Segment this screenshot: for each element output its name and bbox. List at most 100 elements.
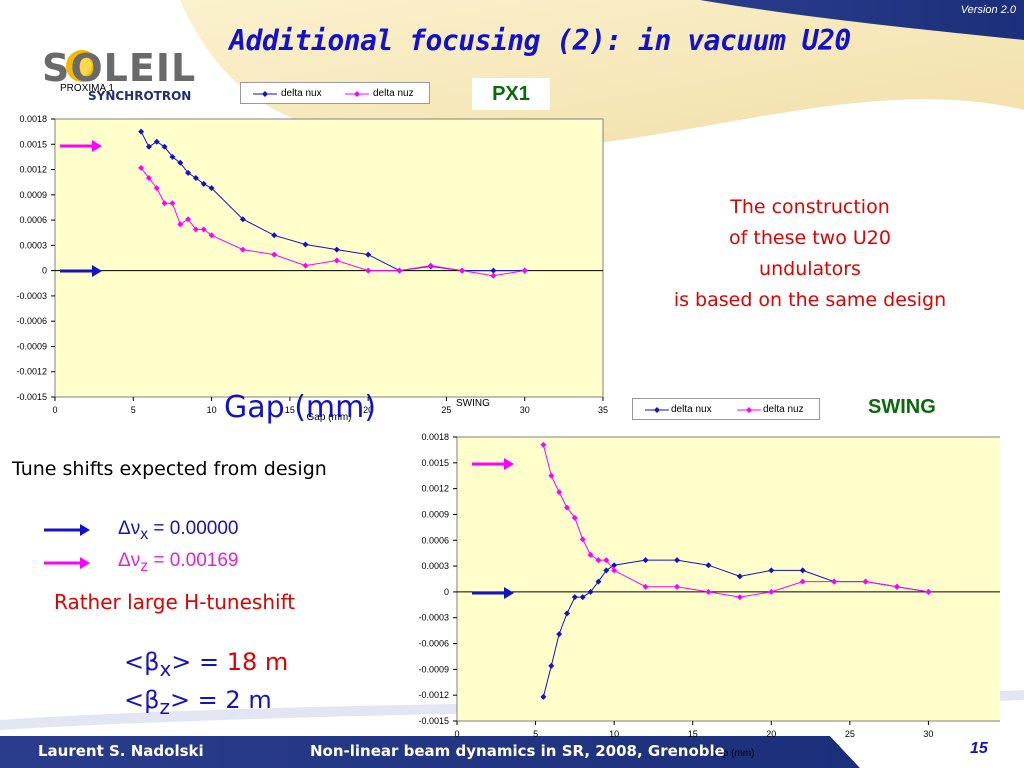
data-point [208,232,215,239]
data-point [564,610,570,617]
data-point [556,489,563,496]
data-point [153,138,160,145]
nuz-sub: z [140,557,149,575]
note-line-1: The construction [730,196,890,218]
x-tick-label: 15 [688,729,698,739]
data-point [540,441,547,448]
version-label: Version 2.0 [960,4,1016,16]
data-point [271,251,278,258]
data-point [396,267,403,274]
data-point [925,588,932,595]
data-point [603,567,610,574]
y-tick-label: 0.0006 [19,215,47,225]
data-point [490,272,497,279]
swing-nux-arrow [472,587,514,599]
x-tick-label: 25 [845,729,855,739]
data-point [548,472,555,479]
data-point [564,504,570,511]
data-point [192,174,199,181]
y-tick-label: -0.0012 [16,367,47,377]
nux-sub: x [140,525,149,543]
data-point [894,583,900,590]
data-point [548,662,555,669]
data-point [579,536,586,543]
px1-legend: delta nux delta nuz [240,82,430,104]
plot-area [54,118,604,398]
data-point [333,257,340,264]
nux-formula: Δνx = 0.00000 [118,518,238,544]
swing-legend-nuz: delta nuz [763,404,804,415]
y-tick-label: -0.0009 [418,664,449,674]
swing-nuz-arrow [472,458,514,470]
px1-legend-nuz: delta nuz [373,88,414,99]
data-point [736,573,743,580]
slide-title: Additional focusing (2): in vacuum U20 [229,24,851,57]
data-point [521,267,528,274]
data-point [587,551,594,558]
x-tick-label: 5 [533,729,538,739]
px1-label: PX1 [472,78,550,110]
y-tick-label: -0.0006 [418,639,449,649]
y-tick-label: -0.0015 [418,716,449,726]
data-point [153,185,160,192]
logo-text: SOLEIL [42,46,197,90]
x-tick-label: 35 [598,405,608,415]
data-point [799,578,806,585]
footer-title: Non-linear beam dynamics in SR, 2008, Gr… [310,742,725,760]
y-tick-label: 0.0009 [19,190,47,200]
data-point [271,232,278,239]
soleil-logo [66,50,98,82]
data-point [192,226,199,233]
data-point [595,557,602,564]
data-point [768,567,775,574]
y-tick-label: -0.0012 [418,690,449,700]
beta-z-sub: z [159,694,170,719]
data-point [831,578,838,585]
data-point [427,262,434,269]
data-point [579,594,586,601]
beta-z-value: 2 m [225,686,272,714]
beta-x-sub: x [159,656,172,681]
beta-x-open: <β [124,648,160,676]
x-tick-label: 30 [923,729,933,739]
tune-shifts-title: Tune shifts expected from design [12,458,327,480]
y-tick-label: 0.0015 [19,139,47,149]
data-point [571,514,578,521]
swing-legend: delta nux delta nuz [632,398,820,420]
series-line [542,559,929,698]
data-point [571,594,578,601]
data-point [768,588,775,595]
x-tick-label: 20 [766,729,776,739]
note-line-4: is based on the same design [673,289,947,311]
data-point [239,216,246,223]
y-tick-label: -0.0006 [16,316,47,326]
x-tick-label: 10 [207,405,217,415]
data-point [862,578,869,585]
logo-subtext: SYNCHROTRON [88,89,192,103]
data-point [705,562,712,569]
data-point [365,267,372,274]
data-point [208,185,215,192]
px1-legend-markers [253,91,369,97]
y-tick-label: 0.0018 [19,114,47,124]
y-tick-label: 0.0012 [19,165,47,175]
data-point [799,567,806,574]
y-tick-label: -0.0009 [16,341,47,351]
data-point [239,246,246,253]
data-point [595,578,602,585]
note-line-3: undulators [759,258,861,280]
construction-note: The construction of these two U20 undula… [640,192,980,316]
plot-area [456,436,1000,722]
beta-z: <βz> = 2 m [124,686,272,719]
data-point [161,143,168,150]
y-tick-label: -0.0015 [16,392,47,402]
nuz-value: = 0.00169 [148,550,239,571]
data-point [200,180,207,187]
x-axis-label: Gap (mm) [710,748,755,759]
data-point [611,562,618,569]
data-point [302,241,309,248]
data-point [674,557,680,564]
x-tick-label: 20 [363,405,373,415]
page-number: 15 [970,740,988,757]
